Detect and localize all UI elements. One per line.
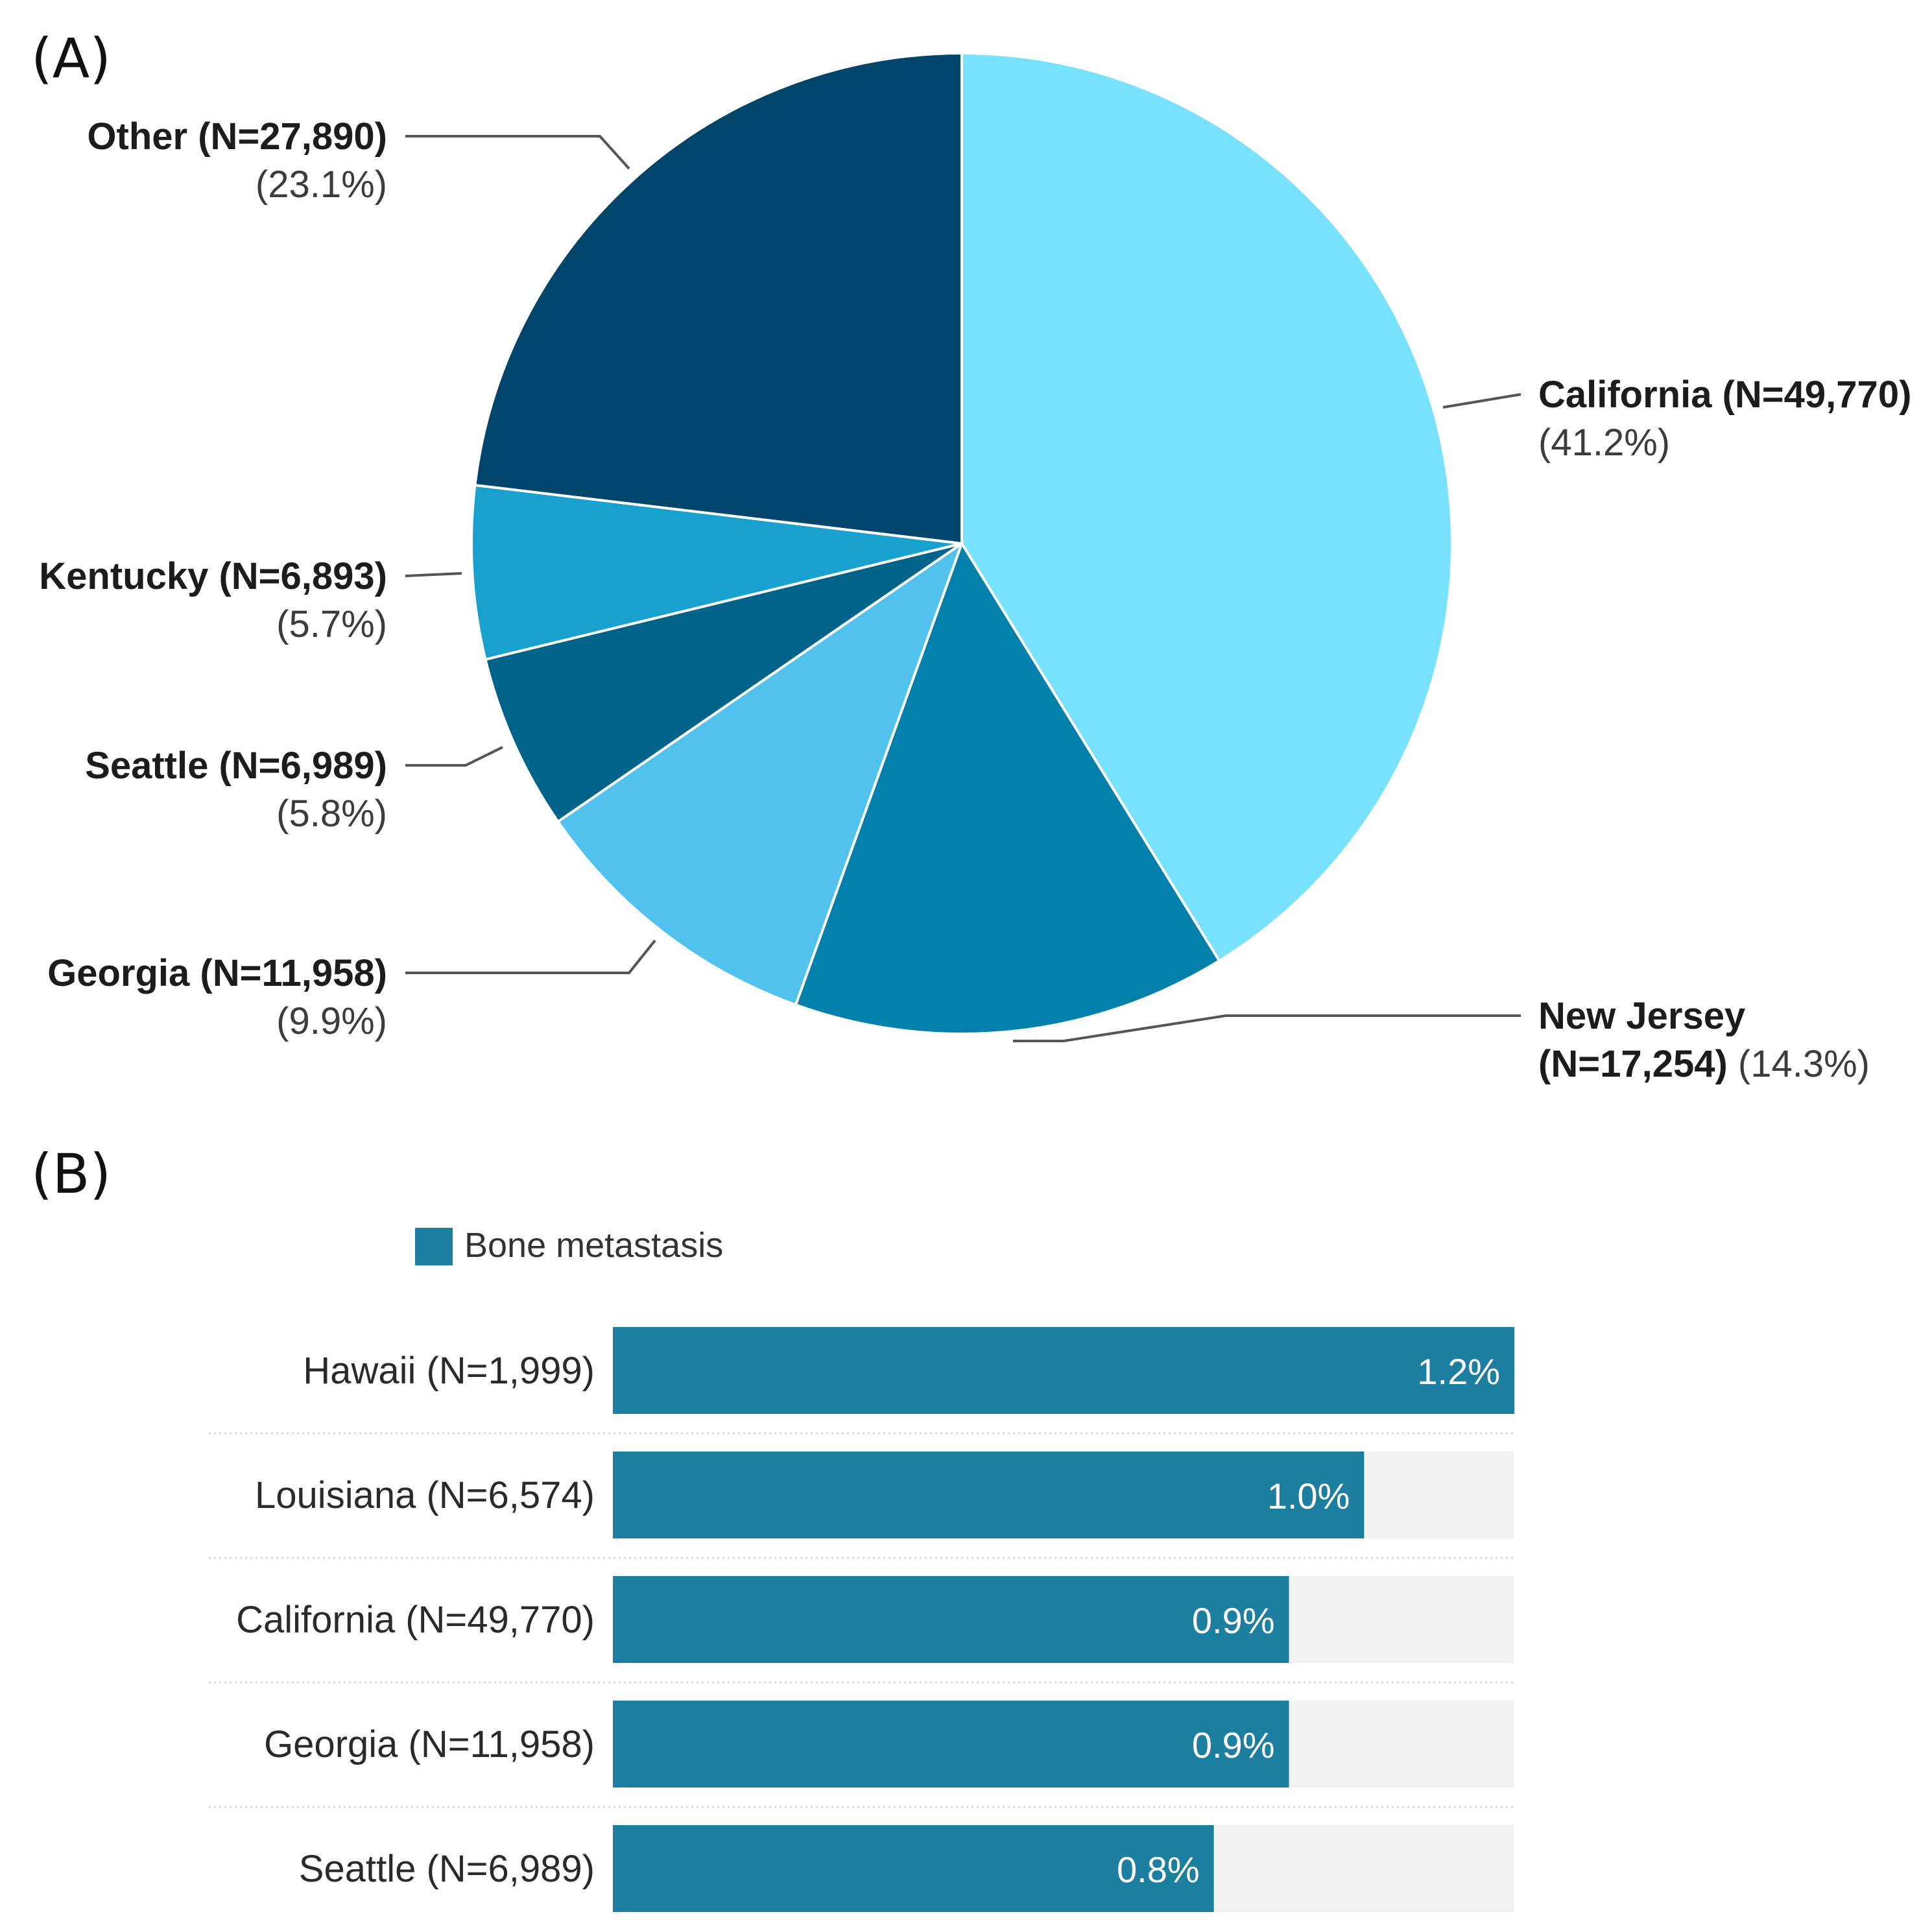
slice-label-california: California (N=49,770) (41.2%) — [1538, 371, 1911, 467]
bar-hawaii — [613, 1327, 1514, 1414]
slice-percent: (5.8%) — [276, 793, 387, 835]
slice-name: Seattle (N=6,989) — [85, 745, 387, 787]
legend-label-bone-metastasis: Bone metastasis — [464, 1226, 724, 1265]
pie-slice-other — [473, 51, 963, 545]
bar-category-label-georgia: Georgia (N=11,958) — [264, 1723, 595, 1765]
slice-percent: (5.7%) — [276, 603, 387, 645]
slice-label-georgia: Georgia (N=11,958) (9.9%) — [47, 950, 387, 1046]
bar-chart — [209, 1327, 1514, 1912]
bar-georgia — [613, 1701, 1289, 1788]
bar-value-label-hawaii: 1.2% — [1417, 1351, 1500, 1392]
bar-value-label-california: 0.9% — [1191, 1600, 1275, 1641]
slice-percent: (41.2%) — [1538, 422, 1671, 464]
bar-value-label-seattle: 0.8% — [1117, 1849, 1200, 1890]
bar-category-label-hawaii: Hawaii (N=1,999) — [303, 1350, 595, 1392]
bar-category-label-louisiana: Louisiana (N=6,574) — [255, 1474, 595, 1516]
slice-percent: (23.1%) — [255, 163, 387, 206]
leader-line-other — [405, 135, 630, 170]
panel-a-label: (A) — [31, 27, 112, 90]
slice-name-count: (N=17,254) — [1538, 1043, 1738, 1085]
pie-slice-new-jersey — [794, 540, 1221, 1035]
leader-line-georgia — [405, 939, 656, 974]
pie-slice-california — [960, 51, 1453, 963]
bar-louisiana — [613, 1452, 1365, 1538]
slice-percent: (14.3%) — [1737, 1043, 1870, 1085]
slice-label-kentucky: Kentucky (N=6,893) (5.7%) — [39, 553, 387, 649]
slice-name: Other (N=27,890) — [87, 115, 387, 158]
leader-line-california — [1442, 393, 1521, 409]
pie-slice-georgia — [556, 540, 964, 1007]
leader-line-kentucky — [405, 572, 462, 577]
slice-name: Kentucky (N=6,893) — [39, 555, 387, 597]
pie-slice-kentucky — [470, 483, 962, 662]
pie-slice-seattle — [484, 542, 963, 824]
slice-label-other: Other (N=27,890) (23.1%) — [87, 113, 387, 209]
bar-category-label-seattle: Seattle (N=6,989) — [298, 1848, 595, 1890]
slice-label-seattle: Seattle (N=6,989) (5.8%) — [85, 742, 387, 838]
slice-label-new-jersey: New Jersey (N=17,254) (14.3%) — [1538, 992, 1870, 1088]
legend-swatch-bone-metastasis — [415, 1228, 453, 1265]
leader-line-new-jersey — [1013, 1014, 1521, 1042]
bar-value-label-louisiana: 1.0% — [1267, 1476, 1350, 1516]
bar-value-label-georgia: 0.9% — [1191, 1725, 1275, 1765]
bar-seattle — [613, 1825, 1214, 1912]
bar-category-label-california: California (N=49,770) — [236, 1599, 595, 1641]
pie-chart — [405, 51, 1521, 1042]
slice-name: California (N=49,770) — [1538, 374, 1912, 416]
slice-name: New Jersey — [1538, 995, 1746, 1037]
bar-california — [613, 1576, 1289, 1663]
slice-percent: (9.9%) — [276, 1000, 387, 1042]
slice-name: Georgia (N=11,958) — [47, 952, 387, 994]
panel-b-label: (B) — [31, 1142, 112, 1206]
leader-line-seattle — [405, 746, 503, 767]
